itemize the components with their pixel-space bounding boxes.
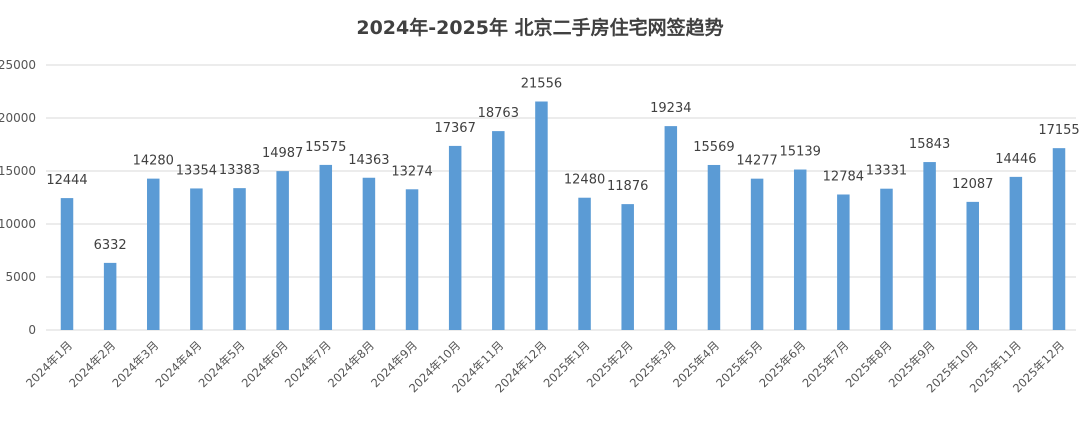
data-label: 13354	[176, 163, 217, 178]
data-label: 12444	[46, 173, 87, 188]
data-label: 13331	[866, 164, 907, 179]
bar-2024年4月	[190, 188, 203, 330]
y-tick-label: 10000	[0, 217, 36, 231]
bar-2025年9月	[923, 162, 936, 330]
bar-2025年5月	[750, 178, 764, 330]
data-label: 15575	[305, 140, 346, 155]
y-tick-label: 20000	[0, 111, 36, 125]
data-label: 17155	[1038, 123, 1079, 138]
y-tick-label: 15000	[0, 164, 36, 178]
bar-2025年2月	[621, 204, 634, 330]
y-tick-label: 25000	[0, 58, 36, 72]
data-label: 14363	[348, 153, 389, 168]
data-label: 18763	[478, 106, 519, 121]
data-label: 12087	[952, 177, 993, 192]
bar-2024年7月	[319, 164, 333, 330]
bar-2024年8月	[362, 177, 376, 330]
data-label: 11876	[607, 179, 648, 194]
bar-2024年1月	[60, 198, 74, 330]
bar-2024年3月	[147, 178, 160, 330]
bar-2024年6月	[276, 171, 289, 330]
bar-2024年9月	[405, 189, 419, 330]
x-axis-ticks: 2024年1月2024年2月2024年3月2024年4月2024年5月2024年…	[23, 338, 1067, 395]
data-label: 15569	[693, 140, 734, 155]
data-label: 15139	[780, 145, 821, 160]
data-label: 21556	[521, 77, 562, 92]
bar-2024年10月	[448, 145, 462, 330]
data-label: 14987	[262, 146, 303, 161]
y-axis-ticks: 0 5000 10000 15000 20000 25000	[0, 58, 36, 337]
bar-2025年4月	[707, 164, 721, 330]
bar-2024年2月	[103, 262, 117, 330]
y-tick-label: 0	[28, 323, 36, 337]
bar-2025年3月	[664, 126, 678, 330]
data-label: 6332	[94, 238, 127, 253]
grid-lines	[46, 64, 1076, 331]
bar-2024年5月	[233, 188, 246, 330]
data-label: 15843	[909, 137, 950, 152]
data-label: 14446	[995, 152, 1036, 167]
chart-title: 2024年-2025年 北京二手房住宅网签趋势	[356, 16, 723, 39]
data-label: 13383	[219, 163, 260, 178]
bar-2024年11月	[492, 131, 505, 330]
bar-2024年12月	[535, 101, 548, 330]
bar-2025年8月	[880, 188, 893, 330]
data-label: 19234	[650, 101, 691, 116]
bar-2025年1月	[578, 197, 591, 330]
data-label: 12480	[564, 173, 605, 188]
bar-2025年12月	[1052, 148, 1066, 330]
data-label: 13274	[391, 164, 432, 179]
bars	[60, 101, 1066, 330]
data-label: 14280	[133, 154, 174, 169]
bar-2025年7月	[837, 194, 850, 330]
y-tick-label: 5000	[5, 270, 36, 284]
bar-2025年10月	[966, 201, 979, 330]
bar-2025年6月	[793, 169, 807, 330]
bar-2025年11月	[1009, 176, 1023, 330]
data-label: 12784	[823, 169, 864, 184]
data-label: 14277	[736, 154, 777, 169]
data-label: 17367	[434, 121, 475, 136]
